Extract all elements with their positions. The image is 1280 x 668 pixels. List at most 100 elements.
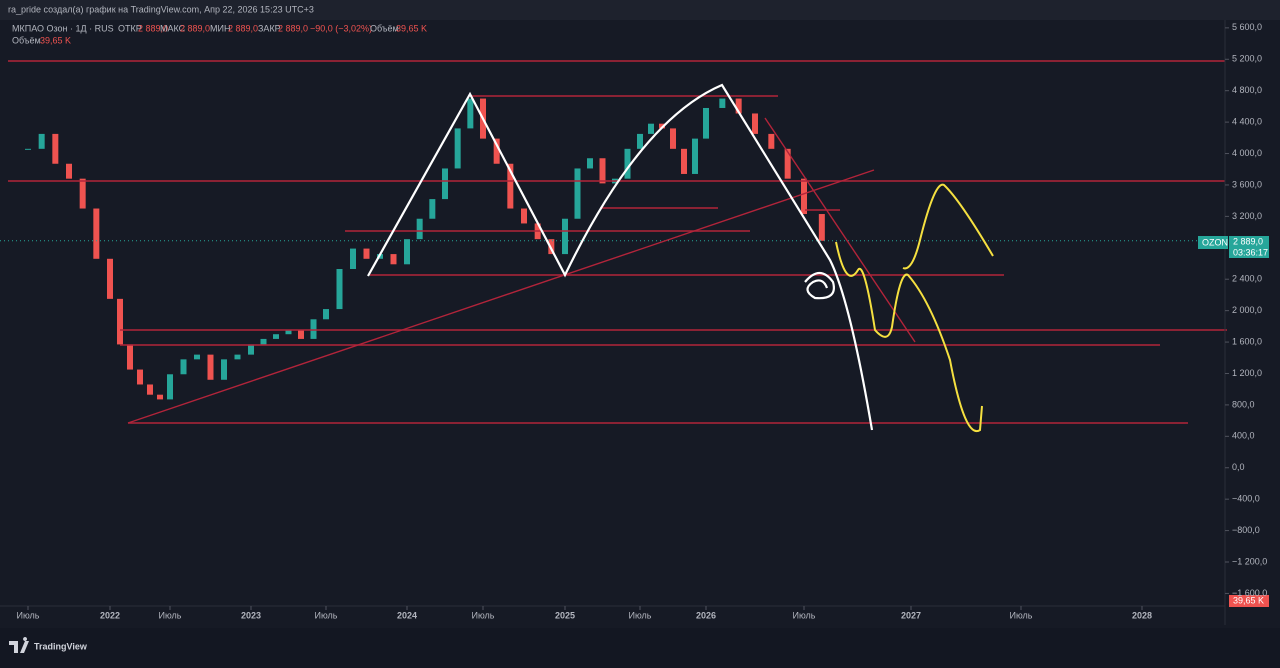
x-tick-label: Июль [472, 610, 495, 620]
candle-body [624, 148, 631, 179]
candle-body [404, 239, 410, 265]
logo-icon [9, 637, 29, 653]
y-tick-label: 1 600,0 [1232, 336, 1262, 346]
pattern-drawing [367, 83, 874, 431]
candle-body [719, 98, 726, 108]
candle-body [137, 369, 143, 385]
circle-mark [804, 271, 835, 300]
candle-body [493, 138, 500, 164]
legend-volume: 39,65 K [396, 23, 427, 33]
candle-body [79, 178, 86, 209]
x-tick-label: Июль [629, 610, 652, 620]
caption: ra_pride создал(а) график на TradingView… [8, 4, 314, 14]
legend-symbol: МКПАО Озон · 1Д · RUS [12, 23, 114, 33]
candle-body [167, 374, 173, 400]
legend-change: −90,0 (−3,02%) [310, 23, 372, 33]
price-badge-symbol [1198, 236, 1228, 249]
candle-body [599, 158, 606, 184]
legend-close-label: ЗАКР [258, 23, 281, 33]
candle-body [66, 163, 72, 179]
x-tick-label: Июль [1010, 610, 1033, 620]
volume-value: 39,65 K [40, 35, 71, 45]
candle-body [521, 208, 527, 224]
candle-body [336, 269, 343, 310]
candle-body [234, 354, 241, 360]
candle-body [416, 218, 423, 240]
candle-body [248, 344, 254, 355]
y-tick-label: 4 800,0 [1232, 85, 1262, 95]
y-tick-label: 3 600,0 [1232, 179, 1262, 189]
x-tick-label: 2025 [555, 610, 575, 620]
price-badge-symbol-text: OZON [1202, 237, 1228, 247]
x-tick-label: Июль [315, 610, 338, 620]
candle-body [350, 248, 356, 270]
y-tick-label: 0,0 [1232, 462, 1245, 472]
candle-body [25, 148, 31, 150]
volume-badge-text: 39,65 K [1233, 595, 1264, 605]
volume-label: Объём [12, 35, 41, 45]
footer-bar [0, 628, 1280, 668]
candle-body [752, 113, 758, 134]
x-tick-label: Июль [17, 610, 40, 620]
y-tick-label: 800,0 [1232, 399, 1255, 409]
candle-body [637, 133, 643, 149]
forecast-drawing [902, 183, 994, 270]
candle-body [194, 354, 200, 360]
trend-line [127, 169, 875, 424]
candle-body [703, 107, 709, 139]
candle-body [735, 98, 742, 114]
candle-body [507, 163, 514, 209]
candle-body [801, 178, 807, 215]
candle-body [273, 334, 279, 339]
candle-body [429, 199, 436, 219]
candle-body [784, 148, 791, 179]
legend-low: 2 889,0 [228, 23, 258, 33]
candle-body [260, 338, 267, 345]
x-tick-label: 2027 [901, 610, 921, 620]
x-tick-label: 2022 [100, 610, 120, 620]
candle-body [207, 354, 214, 380]
x-tick-label: Июль [793, 610, 816, 620]
candle-body [93, 208, 100, 259]
candle-body [107, 258, 113, 299]
x-tick-label: Июль [159, 610, 182, 620]
candle-body [285, 329, 292, 335]
trend-line [764, 117, 916, 343]
y-tick-label: 2 000,0 [1232, 305, 1262, 315]
y-tick-label: 5 600,0 [1232, 22, 1262, 32]
legend-open-label: ОТКР [118, 23, 142, 33]
forecast-drawing [835, 241, 983, 433]
candle-body [157, 394, 163, 400]
candle-body [467, 98, 474, 129]
candle-body [323, 309, 329, 320]
price-badge-price: 2 889,0 [1233, 236, 1263, 246]
candle-body [681, 148, 687, 174]
candle-body [818, 214, 825, 241]
y-tick-label: −1 600,0 [1232, 588, 1267, 598]
candle-body [310, 319, 317, 339]
candle-body [648, 123, 654, 134]
candle-body [180, 359, 187, 375]
x-tick-label: 2024 [397, 610, 417, 620]
legend-high-label: МАКС [160, 23, 186, 33]
candle-body [659, 123, 665, 129]
legend-low-label: МИН [210, 23, 230, 33]
candle-body [454, 128, 461, 169]
candle-body [221, 359, 227, 380]
legend-volume-label: Объём [370, 23, 399, 33]
y-tick-label: −800,0 [1232, 525, 1260, 535]
plot [0, 98, 1225, 400]
legend-high: 2 889,0 [180, 23, 210, 33]
candle-body [147, 384, 153, 395]
y-tick-label: 5 200,0 [1232, 54, 1262, 64]
y-tick-label: 2 400,0 [1232, 274, 1262, 284]
drawings [8, 60, 1227, 433]
candle-body [390, 254, 397, 265]
y-tick-label: 1 200,0 [1232, 368, 1262, 378]
candle-body [52, 133, 59, 164]
price-badge-timer: 03:36:17 [1233, 247, 1268, 257]
candle-body [562, 218, 568, 255]
y-tick-label: −1 200,0 [1232, 556, 1267, 566]
